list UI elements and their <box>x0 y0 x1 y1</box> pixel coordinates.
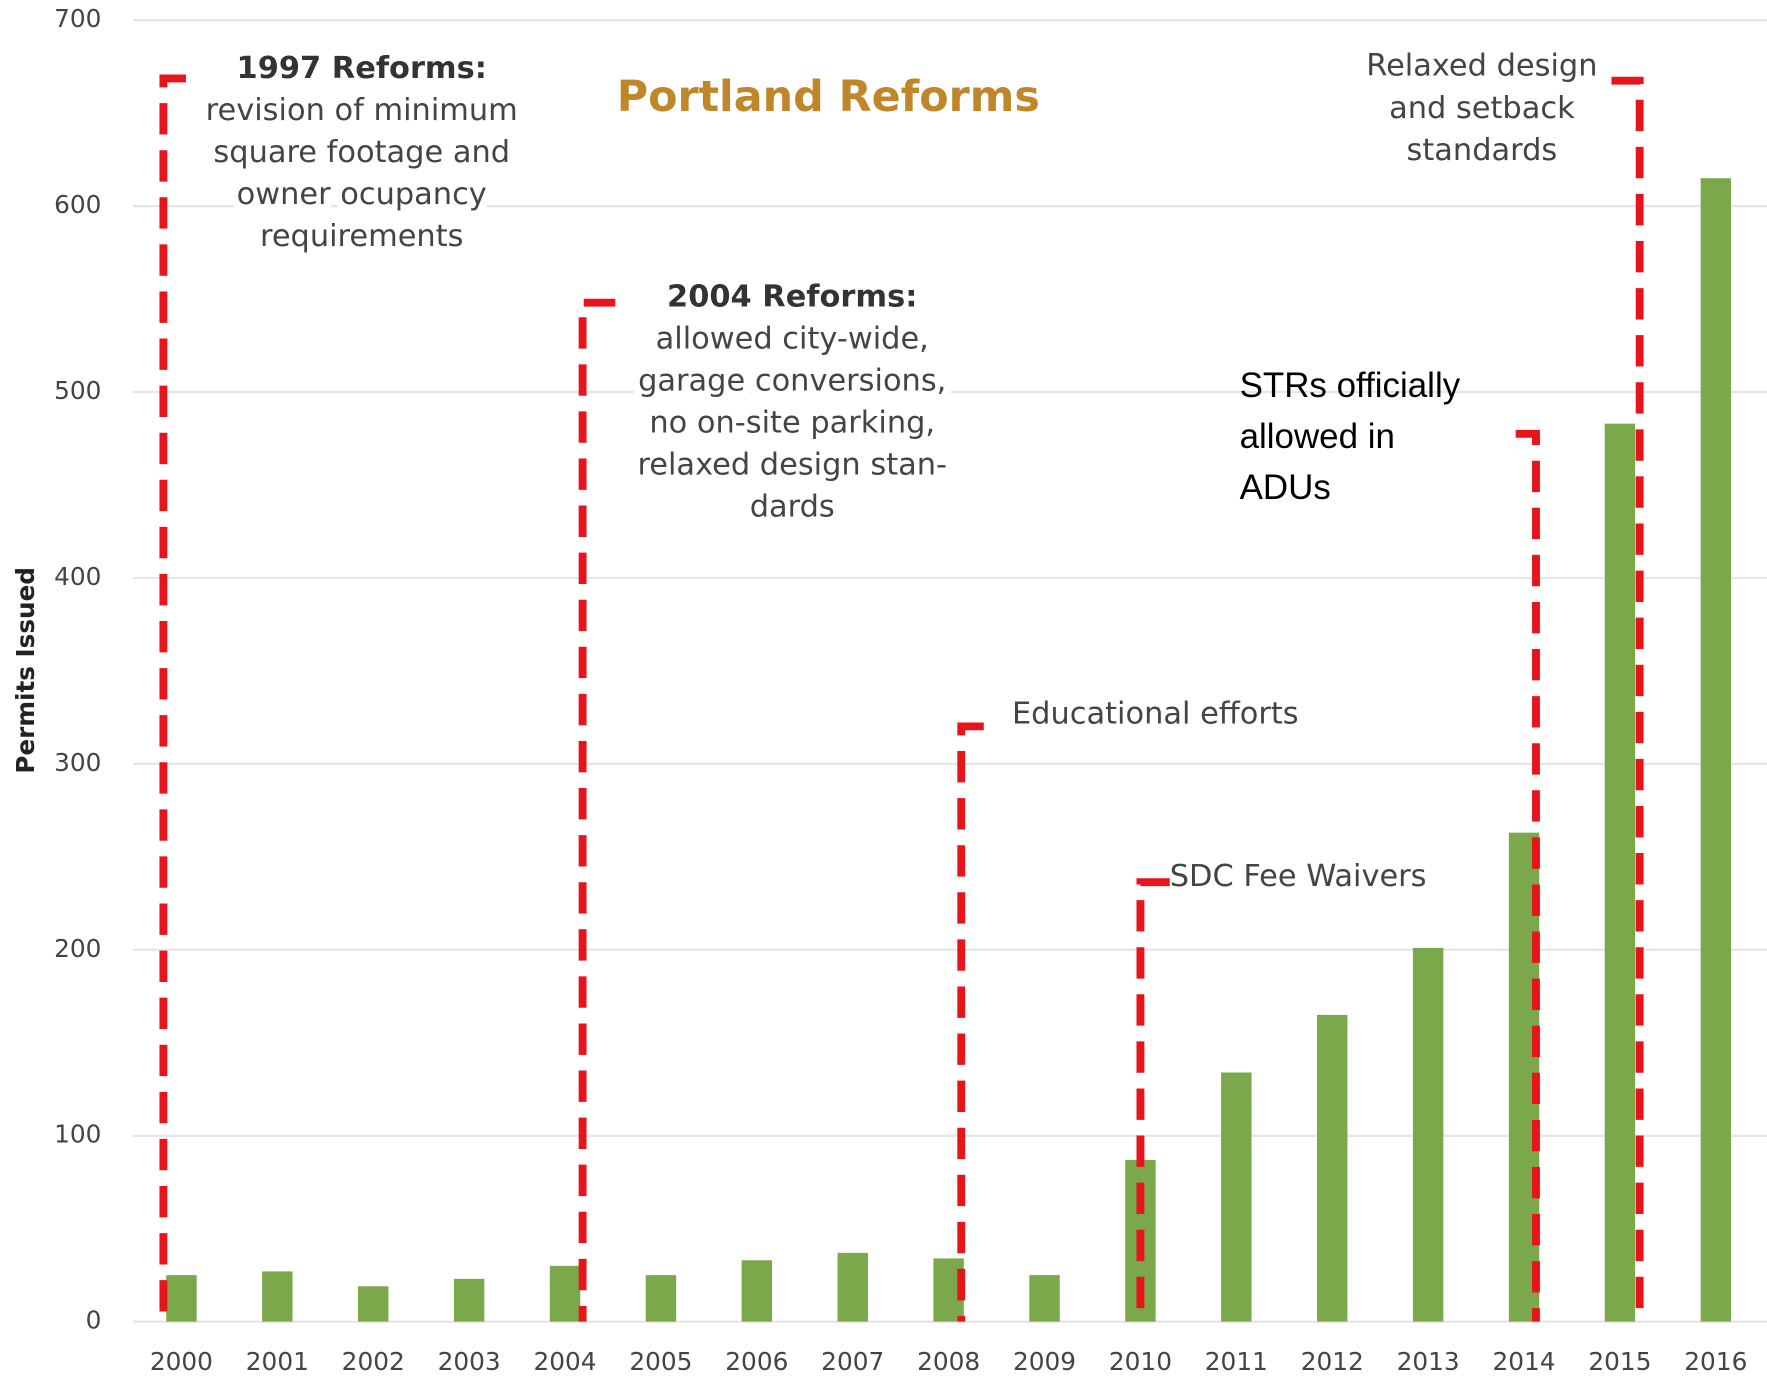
reform-marker <box>1611 76 1644 1322</box>
x-tick-label: 2013 <box>1397 1347 1460 1376</box>
y-tick-label: 500 <box>54 376 101 405</box>
bar <box>1221 1072 1252 1322</box>
annotation-text: revision of minimum <box>206 93 518 128</box>
x-tick-label: 2001 <box>246 1347 309 1376</box>
y-tick-label: 700 <box>54 4 101 33</box>
y-tick-label: 600 <box>54 190 101 219</box>
annotation-text: SDC Fee Waivers <box>1170 859 1427 894</box>
x-tick-label: 2016 <box>1684 1347 1747 1376</box>
x-tick-label: 2009 <box>1013 1347 1076 1376</box>
x-tick-label: 2015 <box>1588 1347 1651 1376</box>
x-tick-label: 2000 <box>150 1347 213 1376</box>
annotation-text: garage conversions, <box>638 364 946 399</box>
annotation-text: and setback <box>1389 91 1575 126</box>
x-tick-label: 2007 <box>821 1347 884 1376</box>
bar <box>262 1271 293 1322</box>
x-tick-label: 2014 <box>1492 1347 1555 1376</box>
reform-marker <box>957 722 984 1322</box>
annotation-text: owner ocupancy <box>237 177 487 212</box>
annotation-text: Relaxed design <box>1366 49 1597 84</box>
x-tick-label: 2012 <box>1301 1347 1364 1376</box>
x-tick-label: 2005 <box>629 1347 692 1376</box>
chart-title: Portland Reforms <box>617 72 1040 122</box>
annotation-text: ADUs <box>1240 468 1331 507</box>
annotation-text: STRs officially <box>1240 366 1461 405</box>
annotation-title: 2004 Reforms: <box>667 280 917 315</box>
bar <box>1317 1014 1348 1322</box>
x-tick-label: 2010 <box>1109 1347 1172 1376</box>
annotation-title: 1997 Reforms: <box>237 51 487 86</box>
bar <box>358 1286 389 1322</box>
reform-marker <box>578 298 616 1322</box>
x-tick-label: 2003 <box>438 1347 501 1376</box>
x-tick-label: 2002 <box>342 1347 405 1376</box>
annotation-text: dards <box>750 489 835 524</box>
bar <box>1412 947 1444 1322</box>
reform-marker <box>1136 878 1170 1322</box>
x-tick-label: 2004 <box>533 1347 596 1376</box>
x-tick-label: 2006 <box>725 1347 788 1376</box>
y-axis-label: Permits Issued <box>11 567 40 774</box>
bar <box>453 1278 485 1322</box>
bar <box>1700 178 1732 1322</box>
annotation-text: square footage and <box>213 135 510 170</box>
bar <box>837 1252 868 1322</box>
annotation-text: relaxed design stan- <box>637 447 947 482</box>
annotation-text: no on-site parking, <box>649 405 935 440</box>
bar <box>741 1260 773 1322</box>
annotation-text: allowed in <box>1240 417 1395 456</box>
annotation-text: requirements <box>260 219 463 254</box>
annotation-text: Educational efforts <box>1012 697 1299 732</box>
x-tick-label: 2011 <box>1205 1347 1268 1376</box>
y-tick-label: 200 <box>54 934 101 963</box>
bar <box>549 1265 581 1322</box>
annotation-text: standards <box>1407 133 1558 168</box>
bar <box>166 1275 197 1322</box>
x-tick-label: 2008 <box>917 1347 980 1376</box>
y-tick-label: 0 <box>86 1306 102 1335</box>
y-tick-label: 100 <box>54 1120 101 1149</box>
bar <box>1604 423 1636 1322</box>
bar <box>645 1275 677 1322</box>
bar <box>1029 1275 1060 1322</box>
reform-marker <box>159 74 186 1322</box>
annotation-text: allowed city-wide, <box>656 322 929 357</box>
y-tick-label: 300 <box>54 748 101 777</box>
y-tick-label: 400 <box>54 562 101 591</box>
